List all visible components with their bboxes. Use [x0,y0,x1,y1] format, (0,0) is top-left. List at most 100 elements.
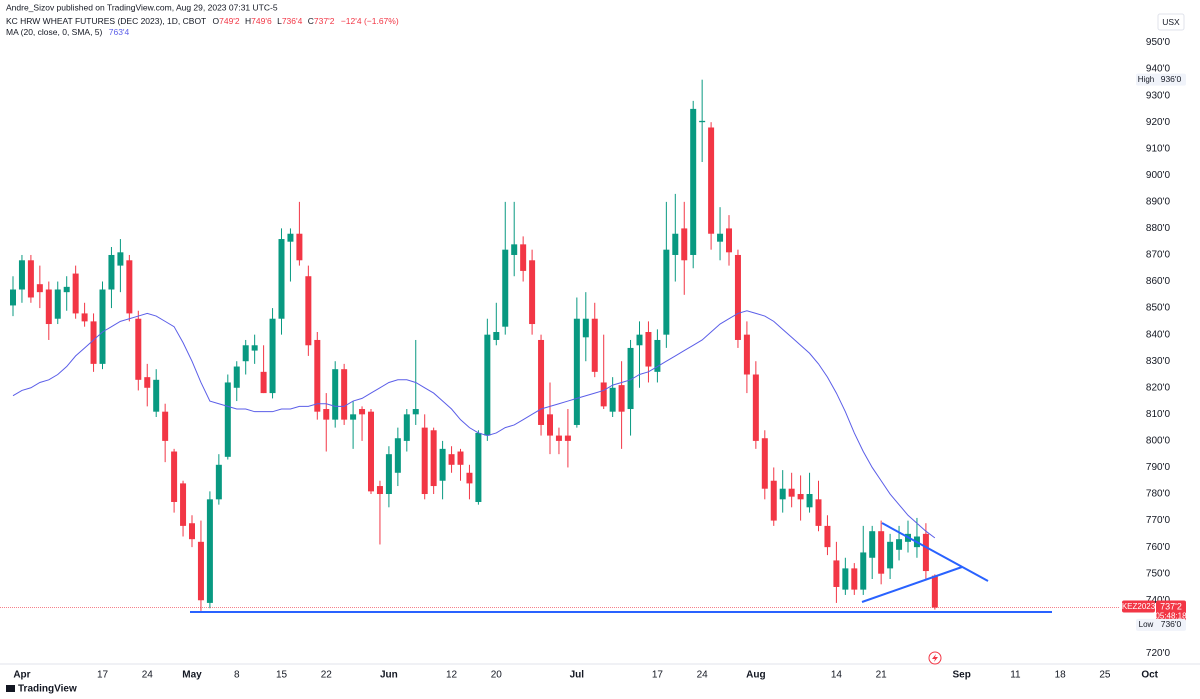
y-tick-label: 790'0 [1146,462,1171,473]
candle-body [842,568,849,590]
x-tick-label: 18 [1055,670,1067,681]
x-tick-label: 24 [142,670,154,681]
candle-body [242,345,249,362]
high-marker-label: High [1138,75,1154,84]
candle-body [717,233,724,242]
x-tick-label: 17 [97,670,109,681]
ohlc-label: O [212,16,219,26]
change: −12'4 (−1.67%) [341,16,399,26]
candle-body [609,387,616,412]
candle-body [332,369,339,420]
candle-body [81,313,88,322]
candle-body [555,435,562,441]
x-tick-label: Aug [746,670,765,681]
candle-body [206,499,213,603]
candle-body [99,289,106,364]
candle-body [394,438,401,473]
candle-body [18,260,25,290]
x-tick-label: Jun [380,670,398,681]
plot-area [0,79,1120,611]
candle-body [573,318,580,425]
x-tick-label: Jul [570,670,585,681]
candle-body [153,379,160,412]
publisher: Andre_Sizov published on TradingView.com… [6,2,278,12]
axes: 720'0730'0740'0750'0760'0770'0780'0790'0… [13,37,1187,681]
candle-body [126,260,133,314]
ma-name: MA (20, close, 0, SMA, 5) [6,27,103,37]
y-tick-label: 720'0 [1146,648,1171,659]
candle-body [663,249,670,335]
x-tick-label: 20 [491,670,503,681]
candle-body [180,483,187,526]
candle-body [708,127,715,234]
x-tick-label: 21 [876,670,888,681]
candle-body [90,321,97,364]
low-marker-badge [1136,618,1186,631]
candle-body [421,427,428,495]
y-tick-label: 760'0 [1146,542,1171,553]
candle-body [681,228,688,261]
candle-body [54,289,61,319]
candle-body [743,334,750,375]
candle-body [520,244,527,271]
candle-body [493,332,500,340]
candle-body [108,254,115,290]
candle-body [162,411,169,441]
y-tick-label: 930'0 [1146,90,1171,101]
candle-body [502,249,509,327]
candle-body [314,339,321,412]
y-tick-label: 750'0 [1146,568,1171,579]
candle-body [931,575,938,608]
candle-body [547,414,553,436]
candle-body [376,486,383,495]
candle-body [564,435,571,441]
candle-body [260,371,267,394]
ohlc-value: 749'6 [251,16,272,26]
candle-body [135,318,142,380]
candle-body [63,286,70,293]
candle-body [806,494,813,508]
candle-body [10,289,16,306]
footer: TradingView [6,684,77,695]
x-tick-label: 14 [831,670,843,681]
candle-body [430,430,437,487]
candle-body [144,377,151,388]
x-tick-label: 24 [697,670,709,681]
candle-body [860,552,867,590]
y-tick-label: 800'0 [1146,436,1171,447]
ohlc-value: 749'2 [219,16,240,26]
high-marker-badge [1136,73,1186,86]
x-tick-label: Apr [13,670,30,681]
x-tick-label: 17 [652,670,664,681]
candle-body [922,533,929,572]
candle-body [797,494,804,500]
y-tick-label: 950'0 [1146,37,1171,48]
candle-body [770,480,777,521]
candle-body [359,409,366,415]
x-tick-label: May [182,670,202,681]
candle-body [582,318,589,338]
candle-body [833,560,840,587]
candle-body [878,531,885,574]
candle-body [448,454,455,465]
candle-body [385,454,392,495]
candle-body [591,318,598,372]
candle-body [412,409,419,415]
candle-body [189,523,195,540]
candle-body [439,448,446,481]
y-tick-label: 870'0 [1146,250,1171,261]
candle-body [457,451,464,465]
countdown: 05:48:18 [1155,612,1187,621]
candle-body [600,382,607,407]
title: KC HRW WHEAT FUTURES (DEC 2023), 1D, CBO… [6,16,206,26]
candle-body [287,233,294,242]
candle-body [72,273,79,314]
candle-body [36,284,43,293]
candle-body [341,369,348,420]
triangle-lower-line [861,566,963,603]
candle-body [672,233,679,255]
symbol-badge [1122,600,1155,613]
y-tick-label: 840'0 [1146,329,1171,340]
candle-body [726,228,732,253]
